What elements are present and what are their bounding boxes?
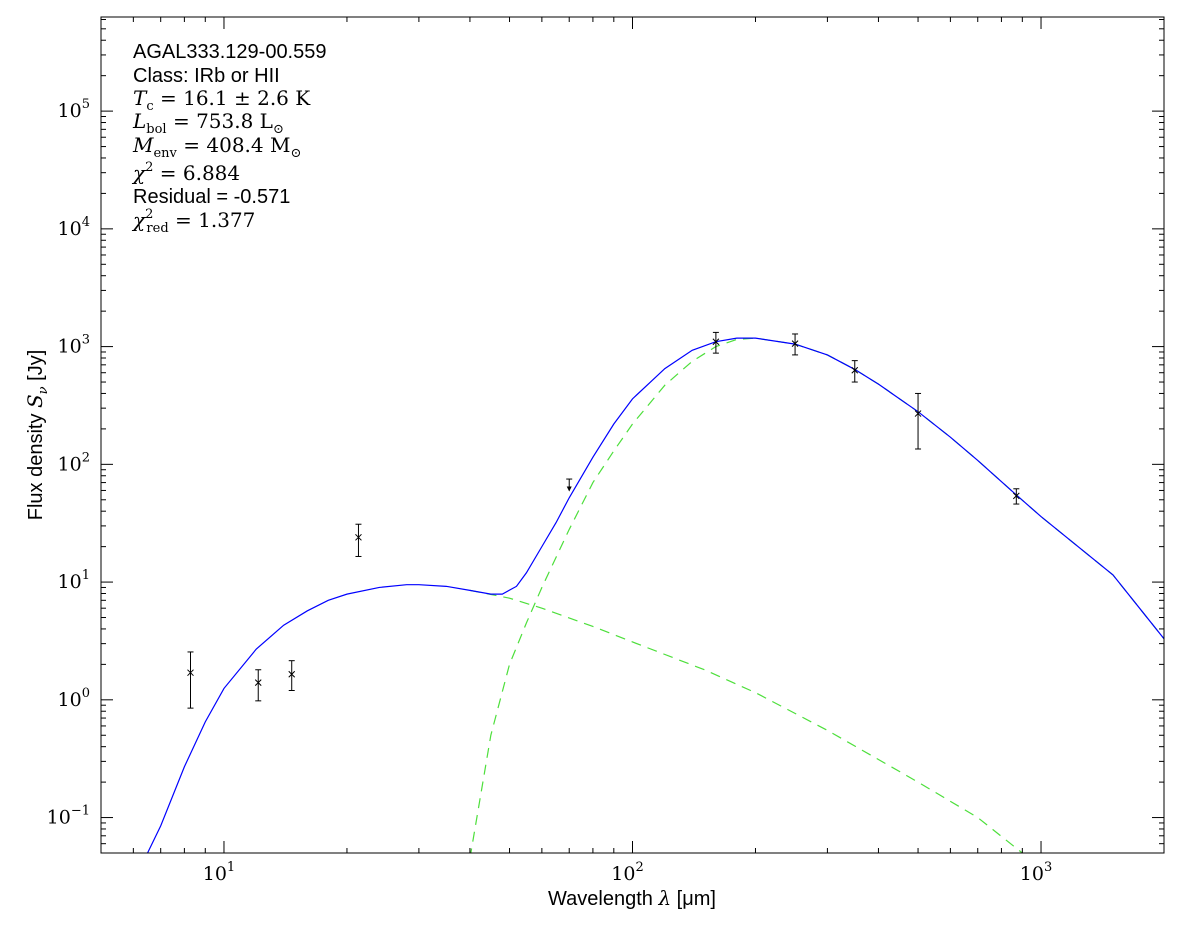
tc-annotation: Tc = 16.1 ± 2.6 K [133, 86, 311, 114]
data-point [1012, 488, 1020, 505]
lbol-annotation: Lbol = 753.8 L⊙ [132, 109, 284, 137]
model-component-curve-2 [469, 589, 1023, 853]
point-marker [355, 533, 362, 541]
y-tick-label: 103 [58, 333, 90, 358]
y-tick-label: 10−1 [47, 804, 90, 829]
y-tick-label: 104 [58, 215, 90, 240]
point-marker [791, 340, 799, 347]
x-tick-label: 101 [203, 860, 235, 885]
menv-annotation: Menv = 408.4 M⊙ [132, 133, 301, 161]
y-tick-label: 101 [58, 568, 90, 593]
upper-limit-arrow [566, 486, 572, 492]
residual-annotation: Residual = -0.571 [133, 186, 290, 208]
point-marker [851, 366, 859, 374]
data-point [254, 669, 262, 702]
data-point [288, 660, 296, 691]
point-marker [288, 670, 296, 678]
model-total [147, 337, 1164, 853]
data-point [851, 360, 859, 383]
plot-background [101, 17, 1164, 853]
x-tick-label: 103 [1020, 860, 1052, 885]
data-point [914, 392, 922, 450]
class-label: Class: IRb or HII [133, 65, 280, 87]
model-component-curve-1 [470, 337, 1164, 853]
x-axis-title: Wavelength λ [μm] [548, 886, 716, 910]
y-tick-label: 102 [58, 450, 90, 475]
point-marker [1012, 492, 1020, 500]
annotation-block: AGAL333.129-00.559 Class: IRb or HII Tc … [131, 41, 327, 236]
x-tick-label: 102 [611, 860, 643, 885]
data-point [187, 651, 194, 709]
point-marker [914, 410, 922, 417]
data-points [187, 331, 1020, 709]
point-marker [187, 669, 194, 677]
point-marker [254, 679, 262, 686]
upper-limit-point [566, 478, 573, 492]
source-name: AGAL333.129-00.559 [133, 41, 327, 63]
data-point [355, 523, 362, 557]
model-components [469, 337, 1164, 853]
axis-ticks: 101 102 103 10−1 100 101 102 103 104 105 [47, 17, 1165, 885]
y-tick-label: 100 [58, 686, 90, 711]
chi2-annotation: χ2 = 6.884 [131, 160, 240, 185]
point-marker [712, 338, 720, 346]
y-axis-title: Flux density Sν [Jy] [23, 350, 51, 521]
model-total-curve [147, 337, 1164, 853]
data-point [791, 333, 799, 356]
chi2red-annotation: χ2 red = 1.377 [131, 207, 255, 236]
y-tick-label: 105 [58, 97, 90, 122]
data-point [712, 331, 720, 354]
